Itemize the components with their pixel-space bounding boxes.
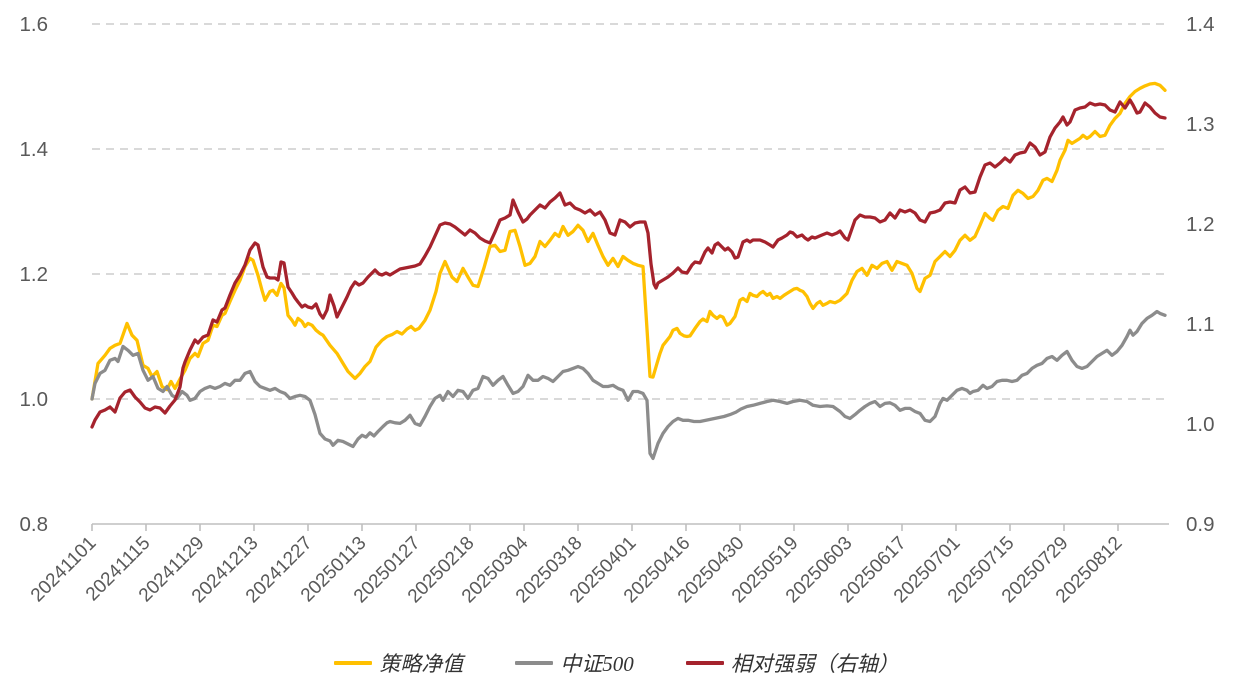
right-axis-label: 1.1 (1186, 313, 1215, 336)
left-axis-label: 1.4 (20, 138, 49, 161)
right-axis-label: 0.9 (1186, 513, 1215, 536)
legend-item-relative-strength: 相对强弱（右轴） (685, 648, 899, 678)
relative-strength-line (90, 98, 1167, 429)
right-axis-label: 1.4 (1186, 13, 1215, 36)
left-axis-label: 1.2 (20, 263, 49, 286)
right-axis-label: 1.2 (1186, 213, 1215, 236)
left-axis-label: 1.0 (20, 388, 49, 411)
csi500-legend-label: 中证500 (560, 652, 634, 676)
csi500-line-swatch (515, 661, 554, 665)
right-axis-label: 1.3 (1186, 113, 1215, 136)
relative-strength-legend-label: 相对强弱（右轴） (730, 652, 899, 676)
left-axis-label: 0.8 (20, 513, 49, 536)
strategy-nav-line (90, 81, 1167, 401)
strategy-nav-legend-label: 策略净值 (379, 652, 464, 676)
relative-strength-line-swatch (685, 661, 724, 665)
strategy-nav-line-swatch (334, 661, 373, 665)
csi500-line (90, 309, 1167, 461)
legend-item-strategy-nav: 策略净值 (334, 648, 463, 678)
nav-performance-chart: 2024110120241115202411292024121320241227… (20, 13, 1215, 607)
chart-legend: 策略净值 中证500 相对强弱（右轴） (0, 648, 1233, 678)
legend-item-csi500: 中证500 (515, 648, 634, 678)
left-axis-label: 1.6 (20, 13, 49, 36)
right-axis-label: 1.0 (1186, 413, 1215, 436)
